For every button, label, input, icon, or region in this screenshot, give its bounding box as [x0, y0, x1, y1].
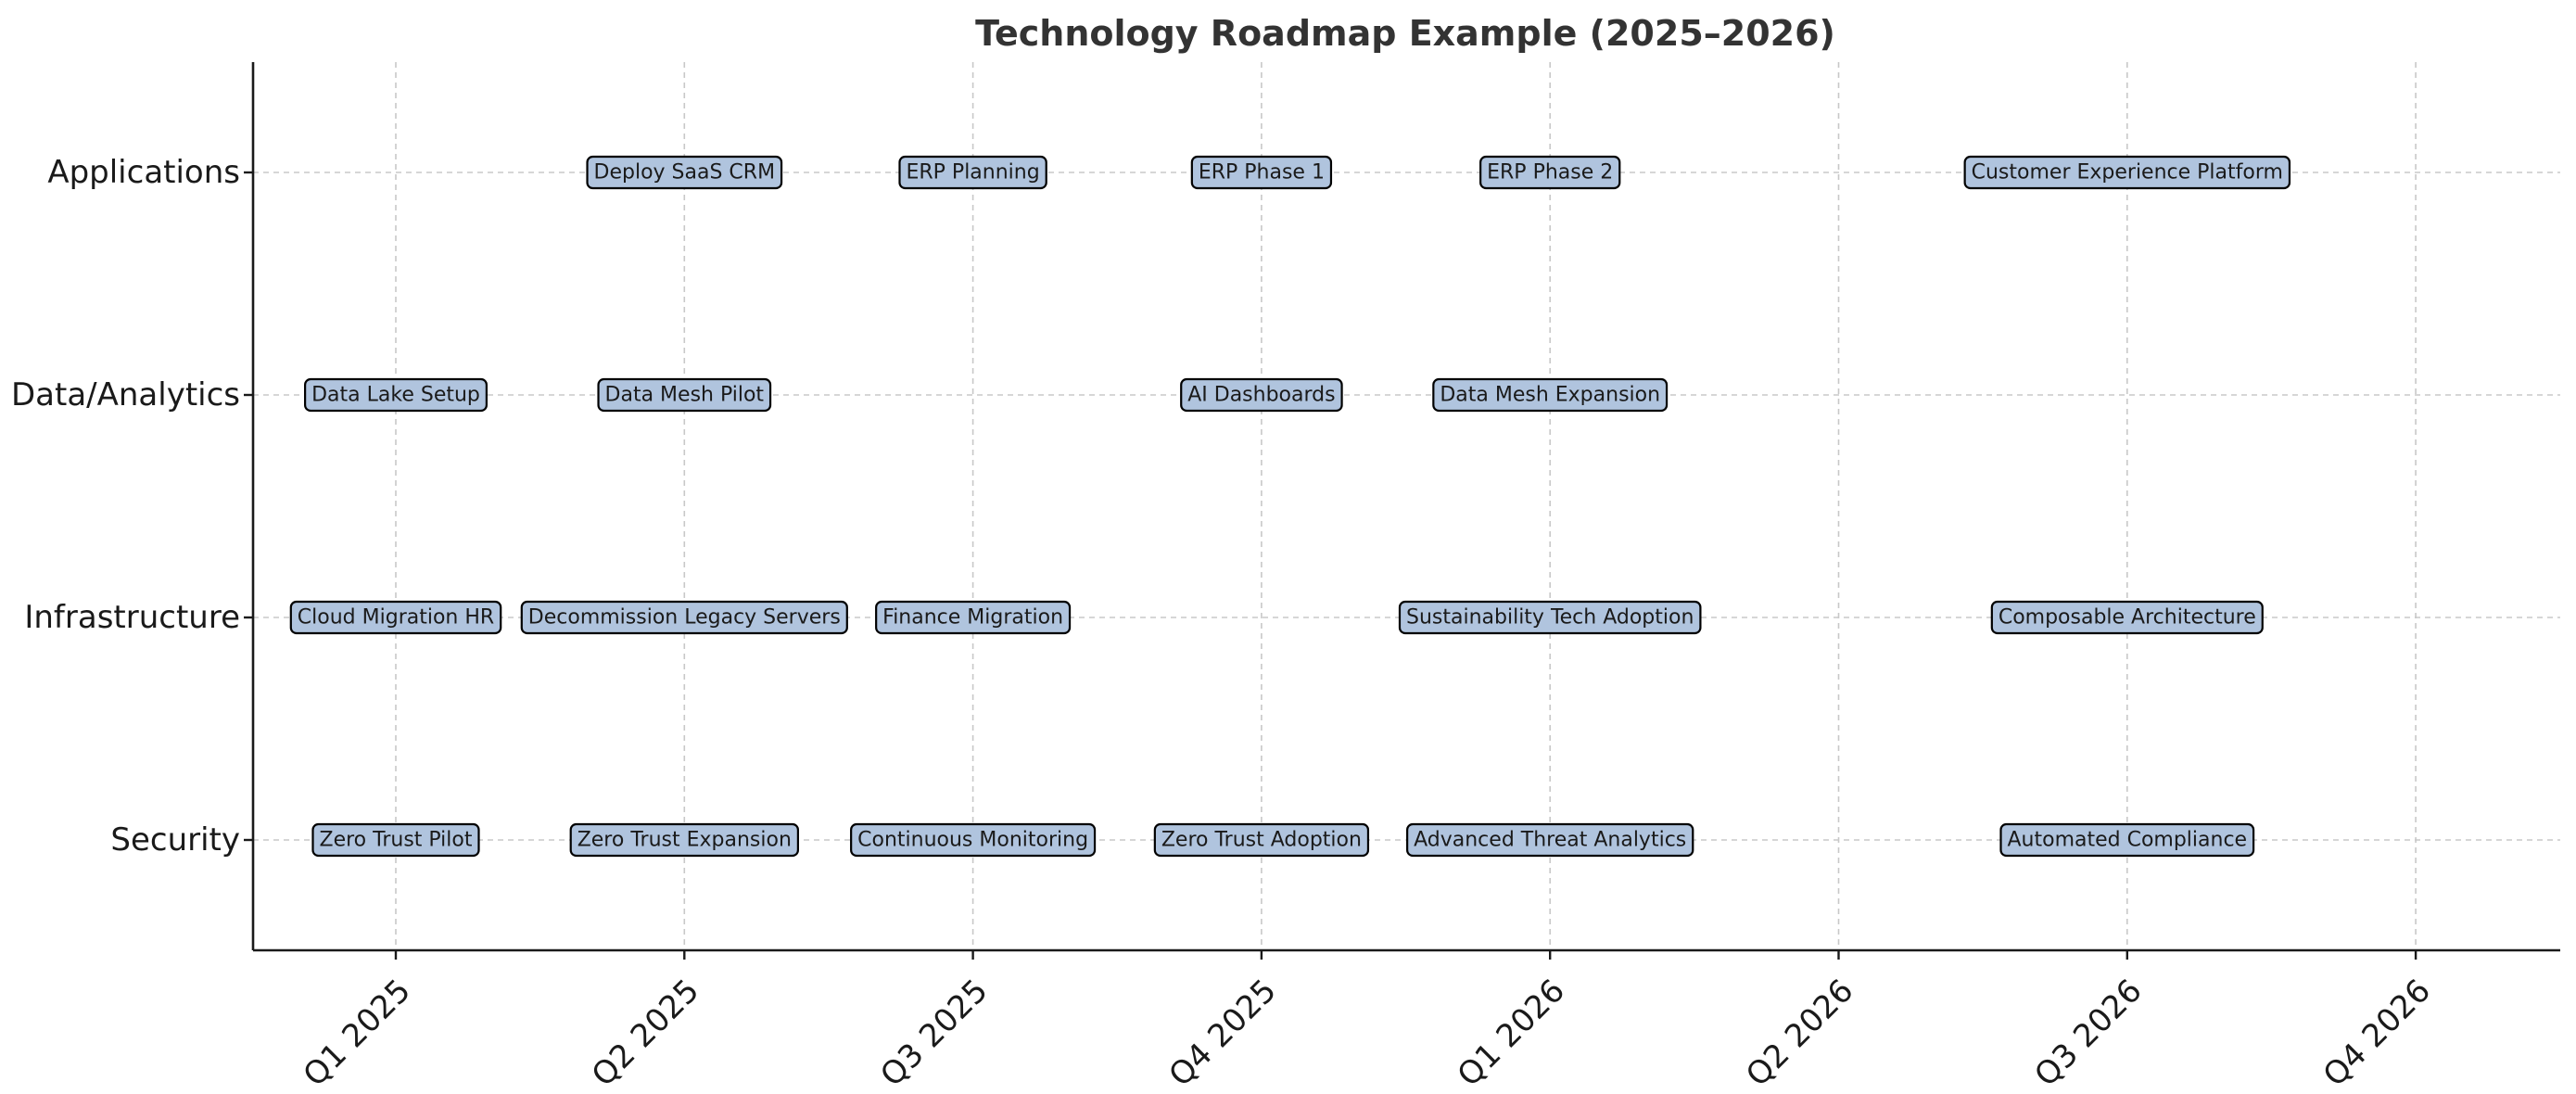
roadmap-item: AI Dashboards — [1180, 377, 1343, 413]
roadmap-item: Sustainability Tech Adoption — [1398, 600, 1702, 635]
roadmap-item-label: Zero Trust Pilot — [320, 829, 473, 852]
roadmap-item-box — [1999, 822, 2255, 858]
roadmap-item-box — [875, 600, 1072, 635]
roadmap-item-box — [898, 155, 1047, 190]
roadmap-item-label: Composable Architecture — [1999, 606, 2256, 630]
axes — [251, 62, 2560, 952]
x-tick-label: Q4 2025 — [1161, 973, 1283, 1094]
x-tick-label: Q3 2026 — [2027, 973, 2149, 1094]
roadmap-item: Composable Architecture — [1990, 600, 2264, 635]
roadmap-item-box — [1153, 822, 1370, 858]
roadmap-item: Data Lake Setup — [304, 377, 488, 413]
x-axis-ticks: Q1 2025 Q2 2025 Q3 2025 Q4 2025 Q1 2026 Q2 20… — [297, 950, 2438, 1094]
roadmap-item: Data Mesh Expansion — [1432, 377, 1669, 413]
x-tick-label: Q3 2025 — [873, 973, 995, 1094]
roadmap-items: Deploy SaaS CRM ERP Planning ERP Phase 1 ER… — [289, 155, 2291, 858]
x-tick-label: Q1 2025 — [297, 973, 418, 1094]
roadmap-item-label: Sustainability Tech Adoption — [1406, 606, 1694, 630]
roadmap-item: Deploy SaaS CRM — [586, 155, 783, 190]
roadmap-item: Cloud Migration HR — [289, 600, 502, 635]
roadmap-item: Continuous Monitoring — [850, 822, 1097, 858]
roadmap-item-label: ERP Planning — [906, 161, 1039, 184]
roadmap-item: Decommission Legacy Servers — [520, 600, 848, 635]
roadmap-item-box — [1406, 822, 1694, 858]
x-tick-label: Q2 2026 — [1739, 973, 1860, 1094]
roadmap-item-label: Cloud Migration HR — [298, 606, 494, 630]
roadmap-item-box — [520, 600, 848, 635]
roadmap-item-label: Zero Trust Expansion — [577, 829, 792, 852]
chart-title: Technology Roadmap Example (2025–2026) — [975, 13, 1835, 54]
roadmap-item-box — [289, 600, 502, 635]
x-tick-label: Q1 2026 — [1451, 973, 1572, 1094]
roadmap-item-label: Automated Compliance — [2007, 829, 2247, 852]
roadmap-item-box — [1190, 155, 1333, 190]
roadmap-item-label: ERP Phase 2 — [1487, 161, 1613, 184]
roadmap-item: Automated Compliance — [1999, 822, 2255, 858]
roadmap-item-box — [569, 822, 799, 858]
roadmap-item-box — [850, 822, 1097, 858]
roadmap-item-label: ERP Phase 1 — [1199, 161, 1325, 184]
grid-lines — [253, 62, 2560, 950]
roadmap-item-label: Data Mesh Expansion — [1440, 384, 1660, 407]
roadmap-item: ERP Phase 2 — [1479, 155, 1621, 190]
roadmap-item: ERP Planning — [898, 155, 1047, 190]
x-tick-label: Q2 2025 — [585, 973, 706, 1094]
roadmap-item: Customer Experience Platform — [1963, 155, 2291, 190]
roadmap-item-box — [1963, 155, 2291, 190]
roadmap-item: ERP Phase 1 — [1190, 155, 1333, 190]
y-tick-label: Applications — [47, 154, 240, 191]
roadmap-item-box — [1432, 377, 1669, 413]
roadmap-item-label: Customer Experience Platform — [1972, 161, 2283, 184]
roadmap-item: Zero Trust Expansion — [569, 822, 799, 858]
roadmap-item-label: Finance Migration — [882, 606, 1063, 630]
roadmap-item-label: Continuous Monitoring — [857, 829, 1088, 852]
roadmap-item-label: Decommission Legacy Servers — [528, 606, 841, 630]
roadmap-item-box — [1398, 600, 1702, 635]
roadmap-item-box — [1990, 600, 2264, 635]
roadmap-item-box — [304, 377, 488, 413]
y-axis-ticks: Security Infrastructure Data/Analytics Appl… — [11, 154, 253, 859]
roadmap-item-label: Advanced Threat Analytics — [1414, 829, 1686, 852]
roadmap-item-box — [597, 377, 772, 413]
y-tick-label: Security — [110, 821, 240, 859]
roadmap-item-box — [1180, 377, 1343, 413]
roadmap-item-label: Data Mesh Pilot — [605, 384, 765, 407]
roadmap-item-label: Data Lake Setup — [311, 384, 480, 407]
roadmap-item-box — [586, 155, 783, 190]
roadmap-item-label: AI Dashboards — [1187, 384, 1335, 407]
roadmap-item-box — [1479, 155, 1621, 190]
roadmap-item-box — [311, 822, 480, 858]
roadmap-item: Zero Trust Pilot — [311, 822, 480, 858]
y-tick-label: Data/Analytics — [11, 376, 240, 413]
roadmap-item: Data Mesh Pilot — [597, 377, 772, 413]
roadmap-item: Advanced Threat Analytics — [1406, 822, 1694, 858]
roadmap-item-label: Deploy SaaS CRM — [594, 161, 776, 184]
x-tick-label: Q4 2026 — [2316, 973, 2438, 1094]
y-tick-label: Infrastructure — [24, 599, 240, 636]
roadmap-item-label: Zero Trust Adoption — [1161, 829, 1362, 852]
roadmap-item: Zero Trust Adoption — [1153, 822, 1370, 858]
roadmap-item: Finance Migration — [875, 600, 1072, 635]
